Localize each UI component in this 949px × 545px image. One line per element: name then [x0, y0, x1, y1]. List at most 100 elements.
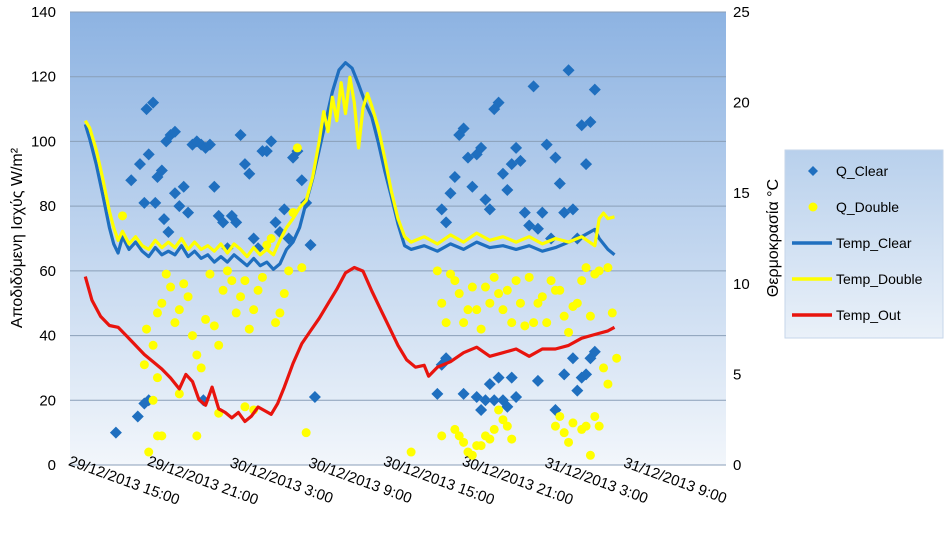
data-point: [599, 363, 609, 373]
data-point: [518, 206, 531, 219]
data-point: [236, 292, 246, 302]
data-point: [257, 272, 267, 282]
data-point: [125, 174, 138, 187]
data-point: [553, 177, 566, 190]
data-point: [142, 148, 155, 161]
series-layer: [83, 61, 622, 460]
data-point: [168, 125, 181, 138]
data-point: [588, 83, 601, 96]
data-point: [262, 240, 272, 250]
data-point: [247, 232, 260, 245]
data-point: [217, 216, 230, 229]
series-temp-double: [83, 75, 615, 259]
series-q-clear: [109, 64, 601, 439]
data-point: [149, 196, 162, 209]
data-point: [238, 158, 251, 171]
data-point: [501, 400, 514, 413]
y2-tick-label: 10: [733, 276, 750, 293]
data-point: [162, 226, 175, 239]
data-point: [308, 391, 321, 404]
data-point: [467, 450, 477, 460]
data-point: [214, 340, 224, 350]
data-point: [546, 276, 556, 286]
data-point: [562, 64, 575, 77]
data-point: [515, 298, 525, 308]
data-point: [492, 96, 505, 109]
legend-label: Q_Clear: [836, 163, 888, 179]
data-point: [196, 363, 206, 373]
y-tick-label: 120: [31, 69, 56, 86]
data-point: [187, 331, 197, 341]
data-point: [476, 324, 486, 334]
data-point: [566, 352, 579, 365]
legend-label: Temp_Out: [836, 307, 901, 323]
data-point: [203, 138, 216, 151]
data-point: [295, 174, 308, 187]
data-point: [152, 308, 162, 318]
data-point: [301, 428, 311, 438]
data-point: [585, 311, 595, 321]
data-point: [507, 318, 517, 328]
data-point: [192, 350, 202, 360]
legend-label: Temp_Double: [836, 271, 923, 287]
data-point: [529, 318, 539, 328]
data-point: [252, 242, 265, 255]
legend-marker: [808, 202, 818, 212]
data-point: [147, 96, 160, 109]
data-point: [480, 282, 490, 292]
data-point: [577, 276, 587, 286]
data-point: [292, 143, 302, 153]
data-point: [510, 141, 523, 154]
data-point: [304, 238, 317, 251]
data-point: [144, 447, 154, 457]
series-temp-clear: [83, 61, 616, 271]
y-tick-label: 0: [48, 457, 56, 474]
data-point: [152, 373, 162, 383]
data-point: [260, 145, 273, 158]
data-point: [139, 360, 149, 370]
data-point: [510, 391, 523, 404]
data-point: [564, 437, 574, 447]
y-axis-left: 0 20 40 60 80 100 120 140: [31, 4, 56, 474]
data-point: [483, 378, 496, 391]
data-point: [249, 305, 259, 315]
series-q-double: [117, 143, 622, 460]
data-point: [279, 289, 289, 299]
y2-axis-title: Θερμοκρασία °C: [765, 179, 782, 297]
y-tick-label: 20: [39, 392, 56, 409]
data-point: [432, 266, 442, 276]
data-point: [475, 403, 488, 416]
y2-tick-label: 5: [733, 366, 741, 383]
y2-tick-label: 25: [733, 4, 750, 21]
data-point: [437, 431, 447, 441]
data-point: [266, 234, 276, 243]
y-axis-title: Αποδιδόμενη Ισχύς W/m²: [9, 147, 26, 328]
legend: Q_Clear Q_Double Temp_Clear Temp_Double Temp…: [784, 149, 944, 339]
data-point: [498, 305, 508, 315]
data-point: [466, 180, 479, 193]
data-point: [520, 321, 530, 331]
data-point: [581, 263, 591, 273]
y2-tick-label: 15: [733, 185, 750, 202]
data-point: [222, 266, 232, 276]
data-point: [457, 387, 470, 400]
data-point: [580, 158, 593, 171]
data-point: [507, 434, 517, 444]
data-point: [531, 374, 544, 387]
data-point: [240, 402, 250, 412]
data-point: [140, 103, 153, 116]
data-point: [612, 353, 622, 363]
y2-tick-label: 20: [733, 95, 750, 112]
data-point: [467, 282, 477, 292]
legend-label: Q_Double: [836, 199, 899, 215]
data-point: [148, 395, 158, 405]
data-point: [492, 371, 505, 384]
y-tick-label: 100: [31, 133, 56, 150]
data-point: [445, 269, 455, 279]
data-point: [476, 441, 486, 451]
y2-tick-label: 0: [733, 457, 741, 474]
data-point: [271, 318, 281, 328]
data-point: [472, 305, 482, 315]
data-point: [253, 285, 263, 295]
